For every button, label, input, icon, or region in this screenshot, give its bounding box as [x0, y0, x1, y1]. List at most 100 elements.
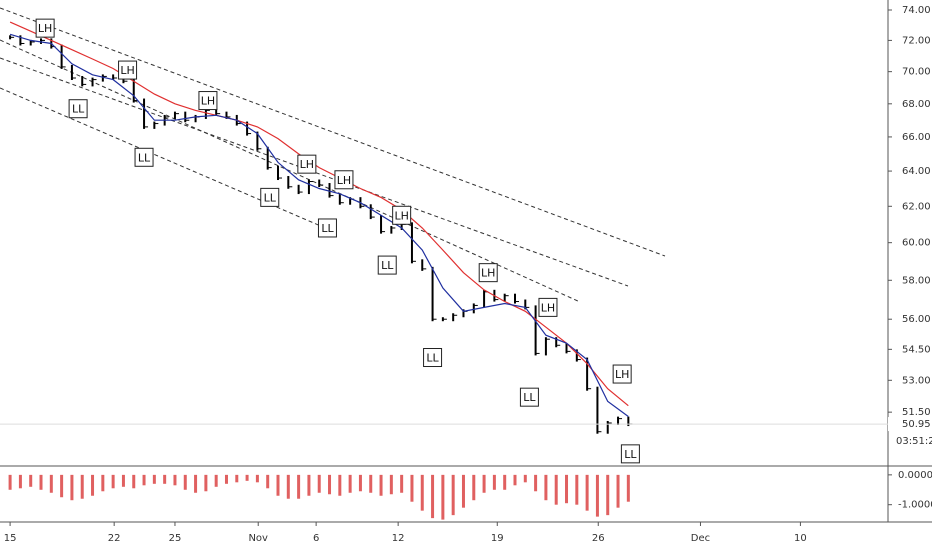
price-bar [596, 386, 602, 434]
swing-text: LL [624, 448, 637, 461]
oscillator-bar [482, 474, 486, 493]
channel-line [0, 57, 629, 287]
swing-label: LH [612, 364, 632, 384]
y-tick-label: 64.00 [902, 166, 931, 177]
swing-box [317, 218, 337, 238]
price-bar [184, 111, 190, 123]
channel-lines [0, 7, 666, 303]
y-tick-label: 72.00 [902, 35, 931, 46]
oscillator-bar [307, 474, 311, 496]
oscillator-bar [163, 474, 167, 484]
price-bar [40, 38, 46, 44]
swing-text: LL [321, 222, 334, 235]
swing-label: LL [423, 348, 443, 368]
swing-text: LL [264, 191, 277, 204]
oscillator-bar [214, 474, 218, 487]
oscillator-bar [523, 474, 527, 483]
swing-label: LH [334, 170, 354, 190]
oscillator-bar [111, 474, 115, 489]
moving-average [9, 33, 629, 417]
price-bar [441, 317, 447, 322]
swing-label: LL [260, 187, 280, 207]
oscillator-bar [152, 474, 156, 484]
price-bar [307, 179, 313, 195]
swing-text: LH [120, 64, 134, 77]
swing-text: LH [300, 158, 314, 171]
x-tick-label: Dec [691, 533, 710, 544]
swing-box [519, 387, 539, 407]
x-tick-label: 25 [169, 533, 182, 544]
swing-box [35, 18, 55, 38]
price-bar [9, 35, 15, 40]
oscillator-bar [142, 474, 146, 486]
price-bar [81, 76, 87, 87]
price-bar [328, 183, 334, 198]
swing-text: LH [481, 267, 495, 280]
x-tick-label: 26 [592, 533, 605, 544]
oscillator-bar [389, 474, 393, 495]
price-bar [390, 225, 396, 234]
y-tick-label: 54.50 [902, 344, 931, 355]
oscillator-bar [60, 474, 64, 498]
oscillator-bar [328, 474, 332, 495]
swing-text: LL [138, 151, 151, 164]
y-tick-label: 56.00 [902, 314, 931, 325]
swing-text: LH [394, 209, 408, 222]
swing-box [260, 187, 280, 207]
price-bar [91, 77, 97, 87]
price-bar [503, 293, 509, 302]
oscillator-bar [492, 474, 496, 490]
price-bar [266, 146, 272, 170]
oscillator-bar [544, 474, 548, 501]
swing-text: LH [615, 368, 629, 381]
x-tick-label: 6 [313, 533, 319, 544]
y-tick-label: 58.00 [902, 275, 931, 286]
swing-text: LL [381, 259, 394, 272]
oscillator-bar [8, 474, 12, 490]
channel-line [0, 39, 581, 303]
swing-box [68, 99, 88, 119]
swing-label: LH [118, 60, 138, 80]
swing-text: LL [72, 103, 85, 116]
x-tick-label: 19 [491, 533, 504, 544]
moving-average [9, 21, 629, 407]
oscillator-bar [101, 474, 105, 492]
swing-box [134, 147, 154, 167]
price-bar [380, 215, 386, 234]
y-tick-label: 70.00 [902, 67, 931, 78]
oscillator-bar [554, 474, 558, 505]
price-bar [565, 343, 571, 354]
x-tick-label: Nov [248, 533, 268, 544]
price-bar [204, 108, 210, 119]
swing-box [620, 444, 640, 464]
oscillator-bar [472, 474, 476, 501]
swing-box [612, 364, 632, 384]
swing-label: LL [68, 99, 88, 119]
oscillator-bar [204, 474, 208, 492]
price-bar [143, 98, 149, 129]
oscillator-bar [420, 474, 424, 511]
oscillator-bar [626, 474, 630, 502]
price-bar [277, 165, 283, 181]
oscillator-bar [29, 474, 33, 487]
swing-label: LH [198, 91, 218, 111]
y-tick-label: 66.00 [902, 132, 931, 143]
price-bar [534, 305, 540, 356]
oscillator-bar [70, 474, 74, 501]
price-bar [513, 293, 519, 304]
oscillator-bar [245, 474, 249, 481]
oscillator-bar [595, 474, 599, 517]
swing-box [423, 348, 443, 368]
price-bar [338, 193, 344, 205]
oscillator-bar [132, 474, 136, 489]
oscillator-bar [503, 474, 507, 490]
price-bar [70, 64, 76, 81]
oscillator-bar [369, 474, 373, 493]
swing-label: LH [478, 263, 498, 283]
channel-line [0, 7, 666, 257]
swing-text: LH [337, 174, 351, 187]
oscillator-bar [194, 474, 198, 493]
swing-text: LH [38, 22, 52, 35]
oscillator-bar [379, 474, 383, 496]
